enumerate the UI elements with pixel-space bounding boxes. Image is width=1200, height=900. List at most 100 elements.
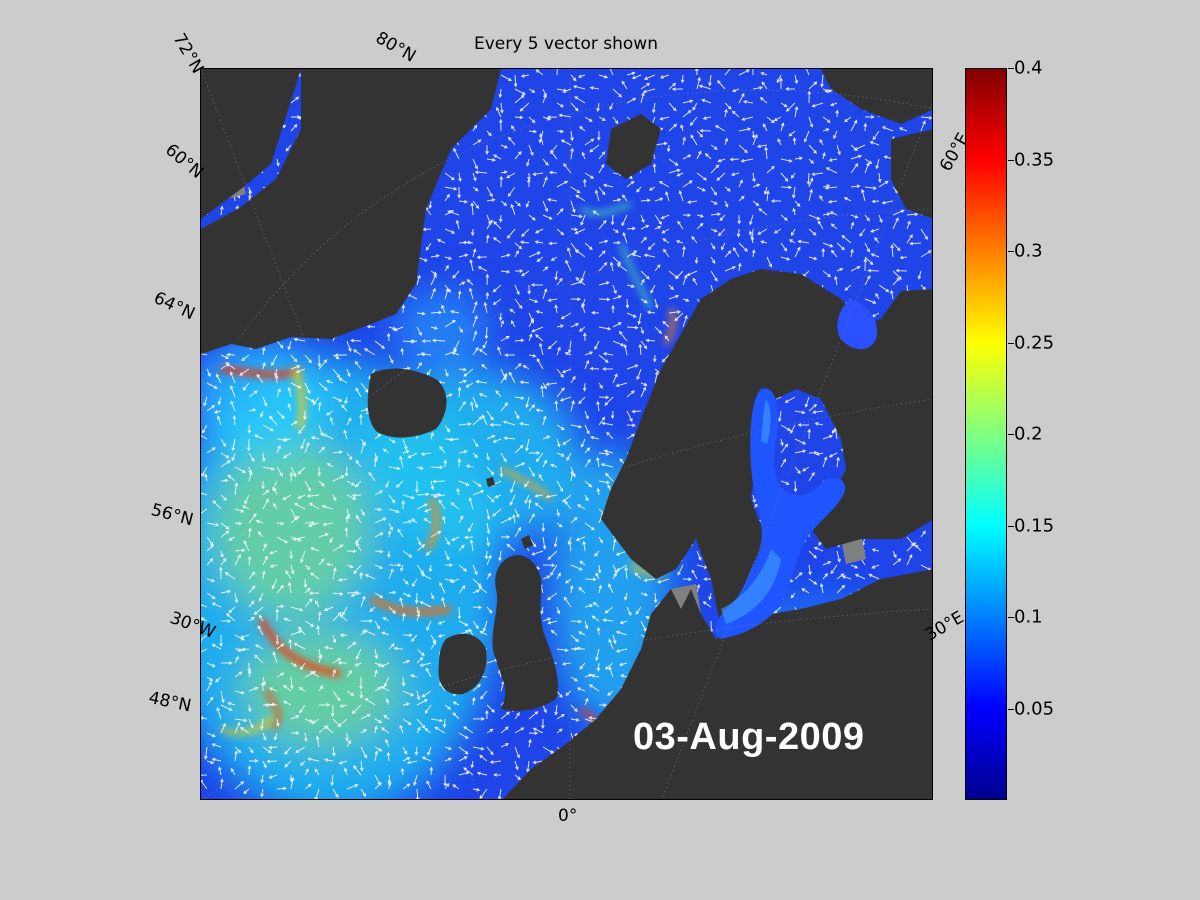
current-vector [380, 686, 390, 692]
current-vector [450, 502, 460, 510]
current-vector [615, 564, 628, 572]
current-vector [556, 714, 565, 720]
current-vector [528, 404, 536, 412]
current-vector [201, 492, 208, 496]
current-vector [262, 466, 275, 471]
current-vector [485, 144, 489, 155]
current-vector [662, 238, 670, 244]
current-vector [234, 592, 239, 604]
current-vector [387, 550, 391, 559]
current-vector [385, 480, 390, 489]
current-vector [598, 239, 609, 244]
current-vector [368, 471, 376, 482]
current-vector [757, 228, 768, 235]
current-vector [547, 197, 558, 202]
current-vector [444, 193, 450, 202]
current-vector [414, 746, 419, 756]
current-vector [287, 340, 292, 351]
current-vector [206, 681, 212, 692]
label-lat48: 48°N [146, 688, 193, 717]
current-vector [626, 364, 639, 370]
current-vector [206, 578, 216, 583]
current-vector [234, 746, 242, 754]
current-vector [514, 746, 520, 759]
current-vector [724, 200, 729, 208]
current-vector [486, 198, 496, 202]
current-vector [304, 354, 312, 364]
current-vector [262, 361, 266, 370]
current-vector [481, 414, 488, 426]
current-vector [513, 74, 518, 88]
current-vector [432, 494, 446, 499]
current-vector [247, 669, 252, 678]
current-vector [547, 340, 558, 350]
current-vector [906, 234, 913, 244]
current-vector [598, 452, 610, 456]
current-vector [590, 674, 600, 678]
current-vector [355, 514, 362, 524]
current-vector [416, 726, 421, 734]
current-vector [457, 606, 462, 620]
current-vector [401, 676, 406, 687]
current-vector [432, 479, 446, 484]
current-vector [864, 256, 874, 266]
current-vector [666, 144, 671, 153]
current-vector [595, 572, 600, 580]
current-vector [300, 438, 306, 450]
current-vector [738, 195, 745, 202]
current-vector [834, 275, 838, 286]
current-vector [500, 74, 513, 82]
current-vector [330, 774, 334, 787]
current-vector [584, 620, 589, 630]
current-vector [570, 186, 581, 194]
current-vector [626, 410, 633, 423]
current-vector [465, 464, 474, 469]
current-vector [808, 256, 818, 261]
current-vector [346, 368, 351, 378]
current-vector [579, 662, 586, 670]
current-vector [472, 620, 479, 630]
current-vector [476, 771, 488, 776]
current-vector [616, 263, 628, 272]
current-vector [225, 362, 236, 370]
current-vector [359, 571, 364, 580]
current-vector [623, 343, 628, 356]
current-vector [708, 592, 712, 601]
current-vector [397, 528, 404, 538]
current-vector [608, 666, 614, 678]
current-vector [304, 564, 311, 570]
current-vector [337, 718, 348, 728]
current-vector [290, 96, 300, 104]
current-vector [290, 466, 297, 478]
current-vector [824, 185, 838, 190]
current-vector [556, 606, 561, 615]
current-vector [458, 422, 472, 426]
current-vector [220, 522, 230, 530]
current-vector [618, 662, 628, 667]
current-vector [510, 203, 516, 216]
current-vector [234, 718, 248, 723]
current-vector [556, 728, 563, 734]
current-vector [689, 116, 698, 126]
current-vector [493, 154, 502, 160]
current-vector [542, 158, 549, 166]
current-vector [374, 750, 379, 762]
current-vector [780, 214, 788, 221]
current-vector [565, 690, 572, 696]
svalbard [606, 114, 661, 179]
current-vector [276, 604, 285, 609]
current-vector [895, 268, 908, 273]
greenland [201, 69, 301, 219]
current-vector [682, 109, 692, 118]
current-vector [779, 77, 783, 90]
current-vector [388, 466, 401, 471]
current-vector [820, 74, 824, 88]
current-vector [844, 284, 852, 291]
current-vector [643, 74, 656, 80]
current-vector [762, 123, 768, 132]
current-vector [869, 140, 880, 146]
current-vector [343, 429, 348, 440]
current-vector [682, 314, 688, 328]
current-vector [485, 273, 490, 286]
current-vector [808, 177, 814, 188]
